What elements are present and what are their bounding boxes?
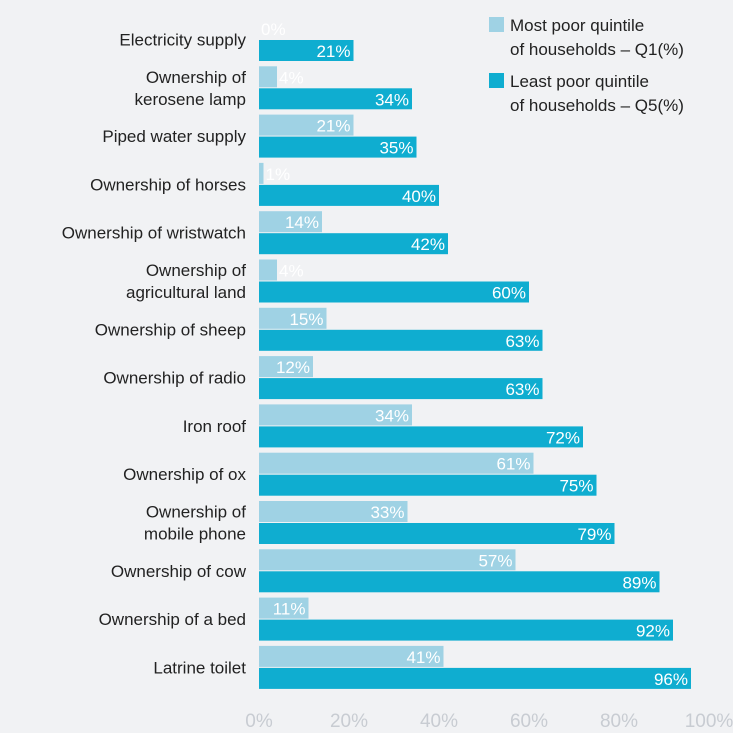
bar-q1-13 (259, 645, 444, 667)
value-label-q1-11: 57% (478, 551, 512, 570)
value-label-q1-6: 15% (289, 310, 323, 329)
value-label-q1-0: 0% (261, 20, 286, 39)
value-label-q5-3: 40% (402, 187, 436, 206)
bar-q5-11 (259, 571, 660, 593)
bar-q5-5 (259, 281, 529, 303)
bar-q5-10 (259, 523, 615, 544)
x-tick-label-40: 40% (420, 711, 458, 732)
legend-swatch-q5 (489, 73, 504, 88)
category-label-8: Iron roof (183, 417, 247, 436)
value-label-q5-6: 63% (505, 332, 539, 351)
x-tick-label-60: 60% (510, 711, 548, 732)
legend-label-q1-line1: Most poor quintile (510, 16, 644, 35)
bar-q1-1 (259, 66, 277, 88)
legend: Most poor quintile of households – Q1(%)… (489, 16, 684, 115)
value-label-q1-4: 14% (285, 213, 319, 232)
value-label-q1-7: 12% (276, 358, 310, 377)
bar-q1-7 (259, 356, 313, 378)
bar-q1-3 (259, 162, 264, 184)
category-label-13: Latrine toilet (153, 658, 246, 677)
value-label-q5-10: 79% (577, 525, 611, 544)
bar-q1-6 (259, 307, 327, 329)
bar-q1-4 (259, 211, 322, 233)
bar-q1-8 (259, 404, 412, 426)
category-label-5-line2: agricultural land (126, 283, 246, 302)
x-tick-label-20: 20% (330, 711, 368, 732)
x-axis-ticks: 0% 20% 40% 60% 80% 100% (245, 711, 733, 732)
value-label-q5-12: 92% (636, 622, 670, 641)
bar-q5-1 (259, 88, 412, 110)
category-label-3: Ownership of horses (90, 175, 246, 194)
bar-q1-12 (259, 597, 309, 619)
value-label-q5-2: 35% (379, 139, 413, 158)
bar-q1-5 (259, 259, 277, 281)
bar-q5-6 (259, 329, 543, 351)
category-label-0: Electricity supply (119, 31, 246, 50)
value-label-q1-9: 61% (496, 455, 530, 474)
bar-q5-8 (259, 426, 583, 448)
x-tick-label-80: 80% (600, 711, 638, 732)
legend-label-q5-line2: of households – Q5(%) (510, 96, 684, 115)
bar-q5-7 (259, 378, 543, 400)
x-tick-label-100: 100% (685, 711, 733, 732)
value-label-q1-10: 33% (370, 503, 404, 522)
legend-label-q1-line2: of households – Q1(%) (510, 40, 684, 59)
value-label-q1-13: 41% (406, 648, 440, 667)
bar-q1-11 (259, 549, 516, 571)
bar-q1-10 (259, 501, 408, 522)
value-label-q1-3: 1% (266, 165, 291, 184)
bar-q5-12 (259, 619, 673, 641)
value-label-q5-11: 89% (622, 573, 656, 592)
value-label-q5-7: 63% (505, 380, 539, 399)
bar-q5-3 (259, 184, 439, 206)
category-label-7: Ownership of radio (103, 369, 246, 388)
category-label-1-line1: Ownership of (146, 68, 246, 87)
category-label-11: Ownership of cow (111, 562, 247, 581)
value-label-q1-1: 4% (279, 68, 304, 87)
value-label-q5-13: 96% (654, 670, 688, 689)
category-label-5-line1: Ownership of (146, 261, 246, 280)
value-label-q1-12: 11% (273, 600, 306, 619)
category-label-10-line2: mobile phone (144, 525, 246, 544)
value-label-q1-2: 21% (316, 117, 350, 136)
value-label-q5-8: 72% (546, 428, 580, 447)
legend-swatch-q1 (489, 17, 504, 32)
category-label-10-line1: Ownership of (146, 503, 246, 522)
bar-q5-13 (259, 667, 691, 689)
x-tick-label-0: 0% (245, 711, 273, 732)
value-label-q5-4: 42% (411, 235, 445, 254)
value-label-q5-0: 21% (316, 42, 350, 61)
bar-q1-9 (259, 452, 534, 474)
category-label-2: Piped water supply (102, 127, 246, 146)
bar-q5-0 (259, 40, 354, 61)
category-label-4: Ownership of wristwatch (62, 224, 246, 243)
category-labels: Electricity supply Ownership of kerosene l… (62, 31, 247, 678)
bar-q1-2 (259, 114, 354, 136)
value-label-q5-5: 60% (492, 284, 526, 303)
value-label-q1-8: 34% (375, 406, 409, 425)
bar-q5-9 (259, 474, 597, 496)
value-label-q1-5: 4% (279, 262, 304, 281)
legend-label-q5-line1: Least poor quintile (510, 72, 649, 91)
value-label-q5-1: 34% (375, 90, 409, 109)
bars-layer: 0% 21% 4% 34% 21% 35% 1% 40% 14% 42% 4% 60% 15% 63% 12… (259, 20, 691, 689)
bar-q5-4 (259, 233, 448, 255)
value-label-q5-9: 75% (559, 477, 593, 496)
category-label-6: Ownership of sheep (95, 320, 246, 339)
category-label-12: Ownership of a bed (99, 610, 246, 629)
category-label-9: Ownership of ox (123, 465, 246, 484)
bar-q5-2 (259, 136, 417, 158)
category-label-1-line2: kerosene lamp (134, 90, 246, 109)
